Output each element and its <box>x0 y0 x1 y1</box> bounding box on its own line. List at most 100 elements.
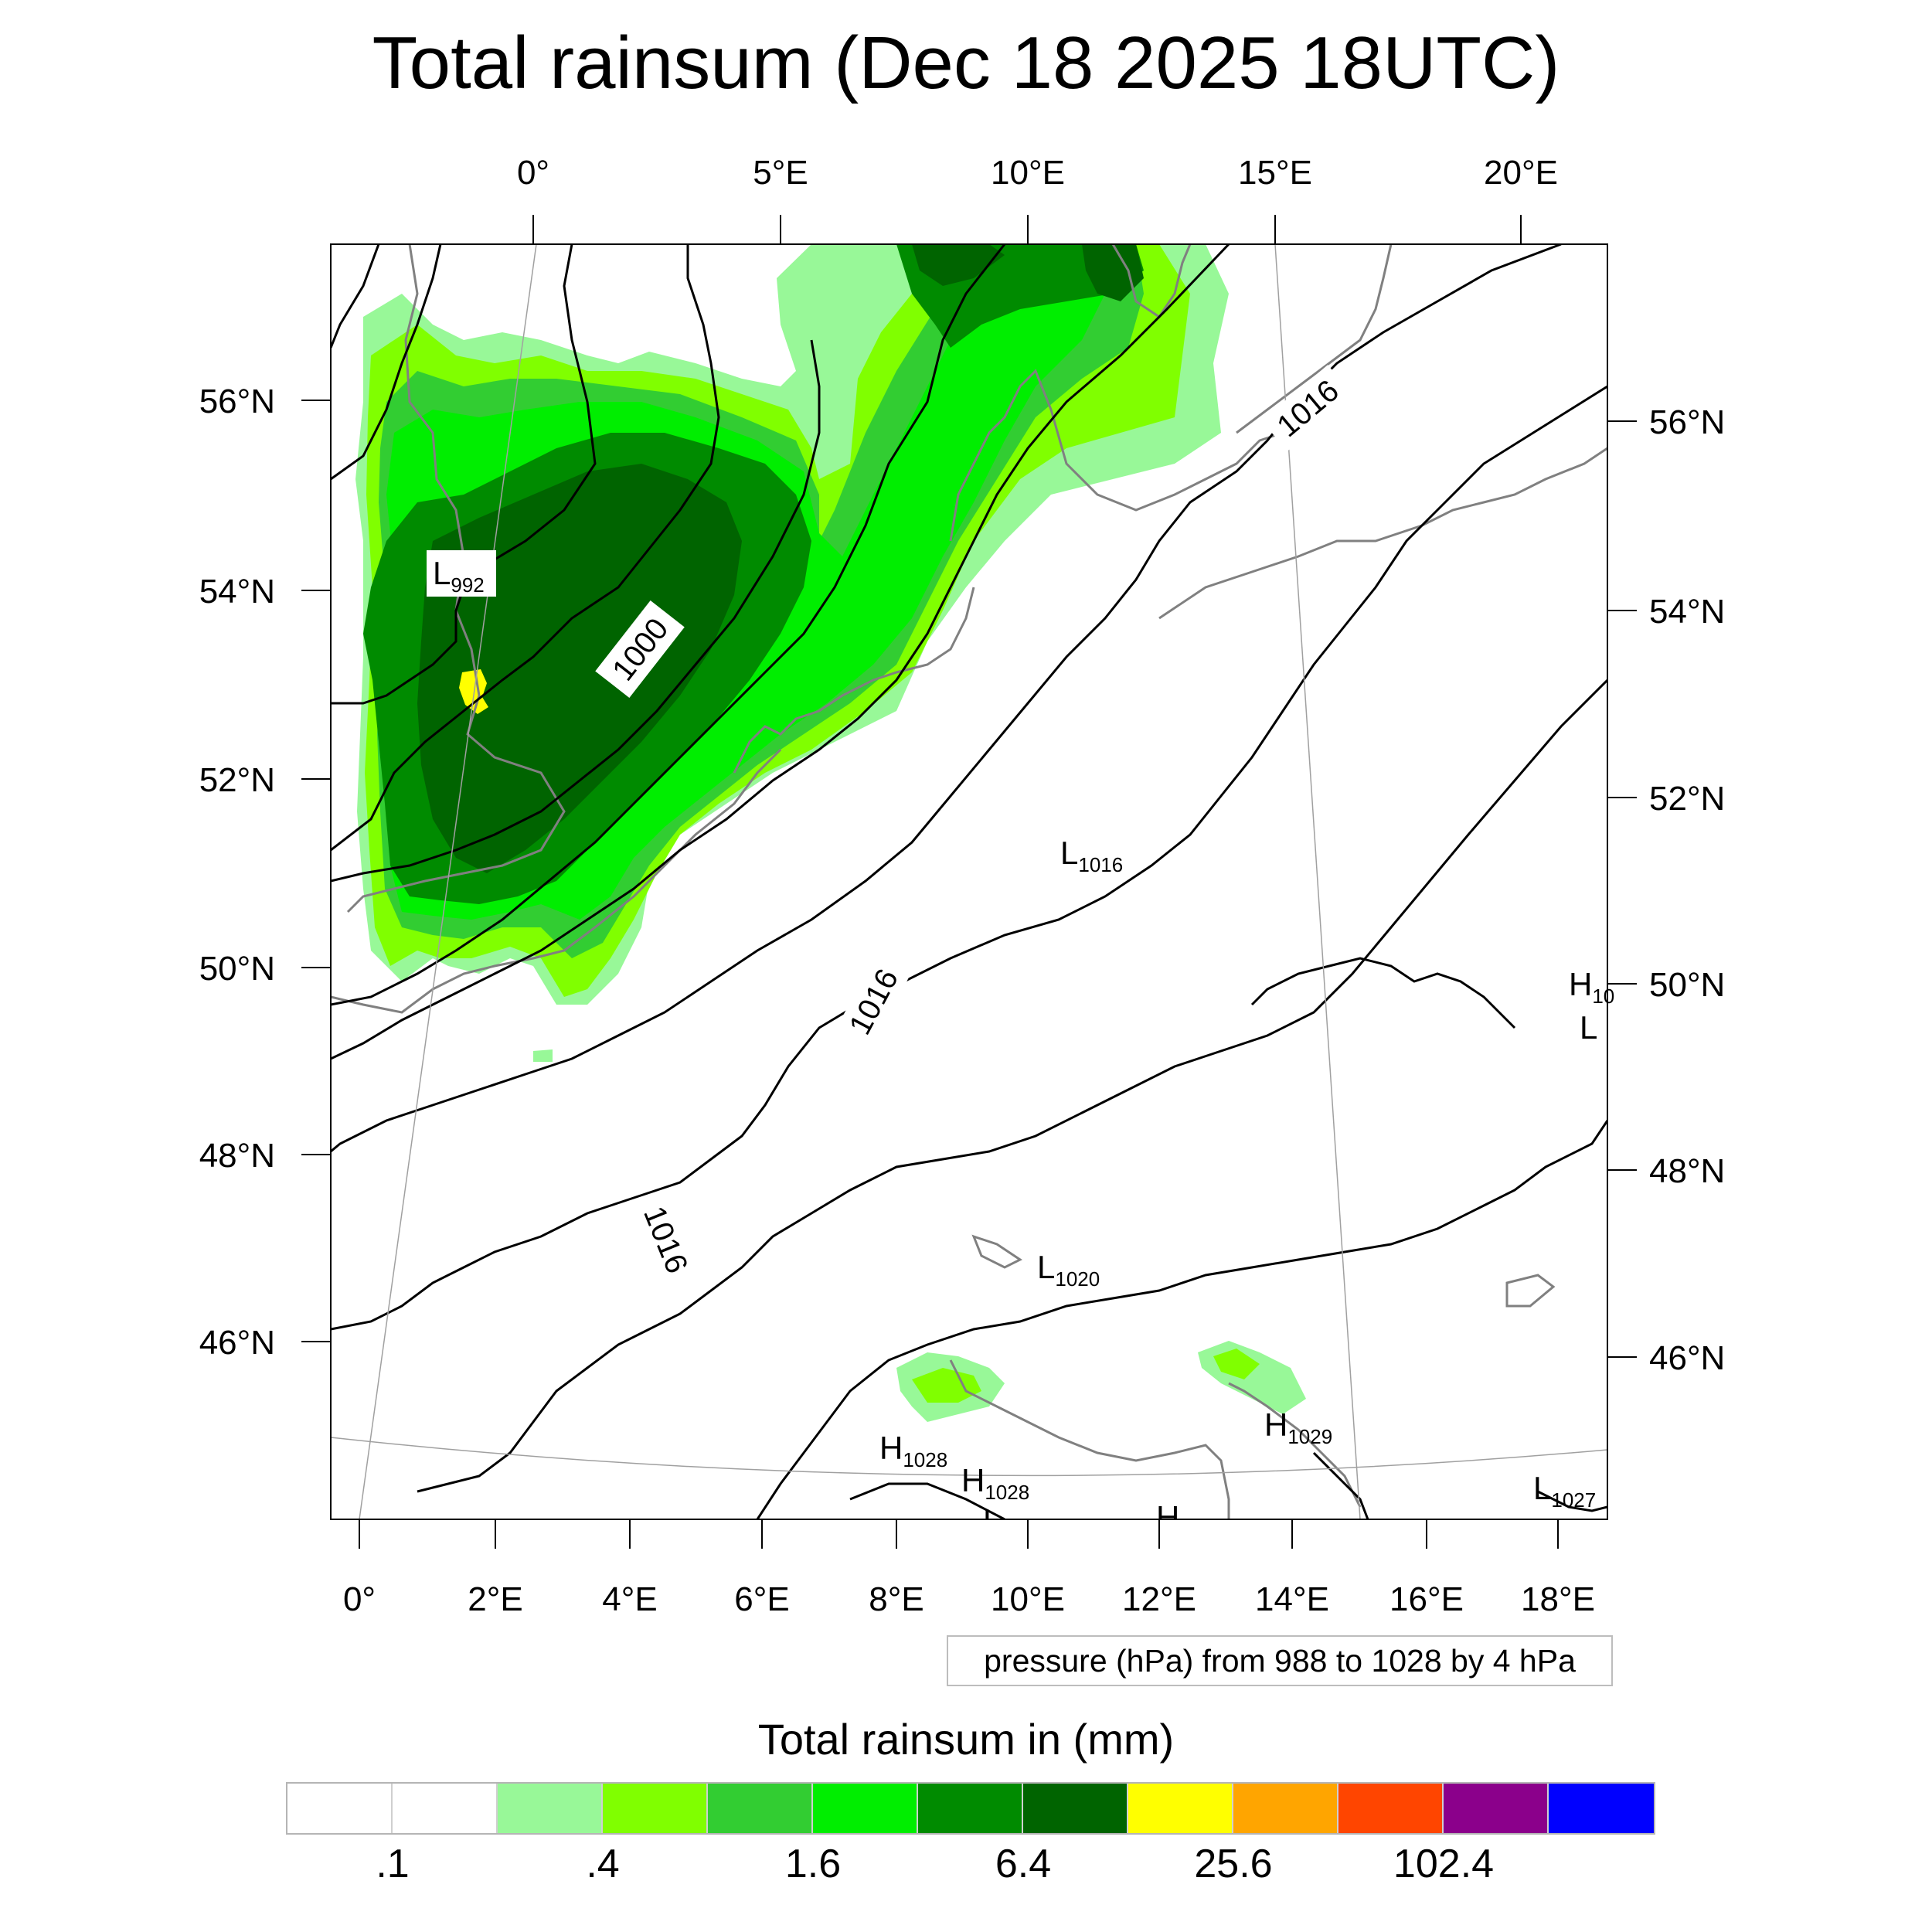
right-lat-label: 56°N <box>1649 403 1725 441</box>
pressure-center-low: L1027 <box>1533 1470 1596 1512</box>
isobar-9 <box>331 385 1607 1331</box>
colorbar-swatch <box>1233 1784 1338 1833</box>
colorbar-swatch <box>1023 1784 1128 1833</box>
colorbar-swatch <box>918 1784 1023 1833</box>
isobar-11 <box>756 1120 1607 1519</box>
bottom-longitude-labels: 0° 2°E 4°E 6°E 8°E 10°E 12°E 14°E 16°E 1… <box>343 1580 1595 1618</box>
right-latitude-labels: 56°N 54°N 52°N 50°N 48°N 46°N <box>1649 403 1725 1377</box>
left-lat-label: 52°N <box>199 761 275 799</box>
top-lon-label: 20°E <box>1484 154 1558 192</box>
rain-area-darkest <box>417 464 742 873</box>
coastline-lake-2 <box>1505 1274 1556 1308</box>
rain-field <box>355 244 1306 1422</box>
top-lon-label: 15°E <box>1238 154 1312 192</box>
tick-marks <box>301 215 1637 1549</box>
coastline-sweden <box>1236 244 1393 434</box>
colorbar-swatch <box>1549 1784 1654 1833</box>
colorbar-label: 102.4 <box>1393 1842 1495 1886</box>
pressure-center-high: H1028 <box>1156 1499 1224 1541</box>
isobar-6 <box>331 244 1006 1006</box>
bottom-lon-label: 12°E <box>1122 1580 1196 1618</box>
rain-area-alps-lime <box>912 1368 981 1403</box>
isobar-label-box <box>595 600 685 698</box>
colorbar-label: 25.6 <box>1194 1842 1273 1886</box>
isobar-1 <box>331 244 380 349</box>
isobar-2 <box>331 244 442 481</box>
coastlines <box>331 244 1607 1519</box>
bottom-lon-label: 4°E <box>602 1580 657 1618</box>
right-lat-label: 48°N <box>1649 1152 1725 1190</box>
pressure-center-low: L992 <box>433 555 485 597</box>
coastline-istria <box>1228 1382 1362 1508</box>
coastline-lowlands <box>733 587 975 774</box>
isobar-5 <box>331 339 821 883</box>
rain-area-north-darkest-2 <box>1082 244 1144 301</box>
bottom-lon-label: 16°E <box>1389 1580 1464 1618</box>
left-latitude-labels: 56°N 54°N 52°N 50°N 48°N 46°N <box>199 383 275 1362</box>
isobar-7 <box>331 244 1230 1060</box>
colorbar-swatch <box>393 1784 498 1833</box>
low-label-box <box>427 550 496 597</box>
coastline-denmark <box>949 369 1284 542</box>
bottom-lon-label: 6°E <box>734 1580 789 1618</box>
pressure-center-high: H1028 <box>961 1462 1029 1504</box>
isobar-10 <box>417 679 1607 1493</box>
coastline-adriatic <box>949 1359 1230 1519</box>
meridian-15e <box>1274 244 1361 1519</box>
pressure-centers: L992 L1016 L1020 H1028 H1028 H1029 L1027… <box>427 550 1614 1544</box>
right-lat-label: 50°N <box>1649 966 1725 1004</box>
isobar-14 <box>1537 1490 1607 1512</box>
isobars <box>331 244 1607 1519</box>
left-lat-label: 54°N <box>199 573 275 611</box>
left-lat-label: 50°N <box>199 950 275 988</box>
coastline-baltic <box>1158 447 1607 620</box>
colorbar-label: .4 <box>586 1842 620 1886</box>
right-lat-label: 46°N <box>1649 1339 1725 1377</box>
colorbar-swatch <box>287 1784 393 1833</box>
rain-area-dot <box>533 1049 553 1062</box>
pressure-center-high: H1028 <box>879 1430 947 1471</box>
colorbar-label: .1 <box>376 1842 410 1886</box>
legend-title: Total rainsum in (mm) <box>757 1715 1175 1764</box>
top-lon-label: 0° <box>517 154 549 192</box>
isobar-13 <box>849 1482 1005 1519</box>
top-lon-label: 5°E <box>753 154 808 192</box>
pressure-center-low: L1020 <box>1037 1249 1100 1291</box>
graticule <box>331 244 1607 1519</box>
map-plot-area <box>331 244 1607 1519</box>
colorbar-swatch <box>1338 1784 1444 1833</box>
plot-frame <box>330 243 1608 1520</box>
right-lat-label: 52°N <box>1649 780 1725 818</box>
bottom-lon-label: 2°E <box>468 1580 522 1618</box>
rain-area-balkan-light <box>1198 1341 1306 1414</box>
colorbar-swatch <box>1444 1784 1549 1833</box>
isobar-12 <box>1250 957 1516 1029</box>
isobar-4 <box>331 244 720 852</box>
pressure-center-low: L1027 <box>983 1502 1046 1544</box>
bottom-lon-label: 14°E <box>1255 1580 1329 1618</box>
colorbar-label: 1.6 <box>784 1842 842 1886</box>
isobar-label-box <box>1261 365 1354 451</box>
left-lat-label: 56°N <box>199 383 275 420</box>
rain-area-balkan-lime <box>1213 1349 1260 1379</box>
pressure-center-high: H1029 <box>1264 1406 1332 1448</box>
bottom-lon-label: 10°E <box>991 1580 1065 1618</box>
right-lat-label: 54°N <box>1649 593 1725 631</box>
left-lat-label: 48°N <box>199 1137 275 1175</box>
colorbar-swatch <box>603 1784 708 1833</box>
coastline-britain <box>346 244 566 913</box>
bottom-lon-label: 0° <box>343 1580 376 1618</box>
colorbar-swatch <box>498 1784 603 1833</box>
bottom-lon-label: 8°E <box>869 1580 923 1618</box>
top-longitude-labels: 0° 5°E 10°E 15°E 20°E <box>517 154 1558 192</box>
colorbar-labels: .1 .4 1.6 6.4 25.6 102.4 <box>0 1841 1932 1895</box>
pressure-center-low: L <box>1580 1009 1597 1046</box>
meridian-0 <box>359 244 537 1519</box>
rain-area-north-darkest <box>912 244 1005 286</box>
colorbar-swatch <box>1128 1784 1233 1833</box>
coastline-france <box>331 748 782 1014</box>
bottom-lon-label: 18°E <box>1521 1580 1595 1618</box>
colorbar-swatch <box>813 1784 918 1833</box>
isobar-15 <box>1312 1451 1369 1519</box>
